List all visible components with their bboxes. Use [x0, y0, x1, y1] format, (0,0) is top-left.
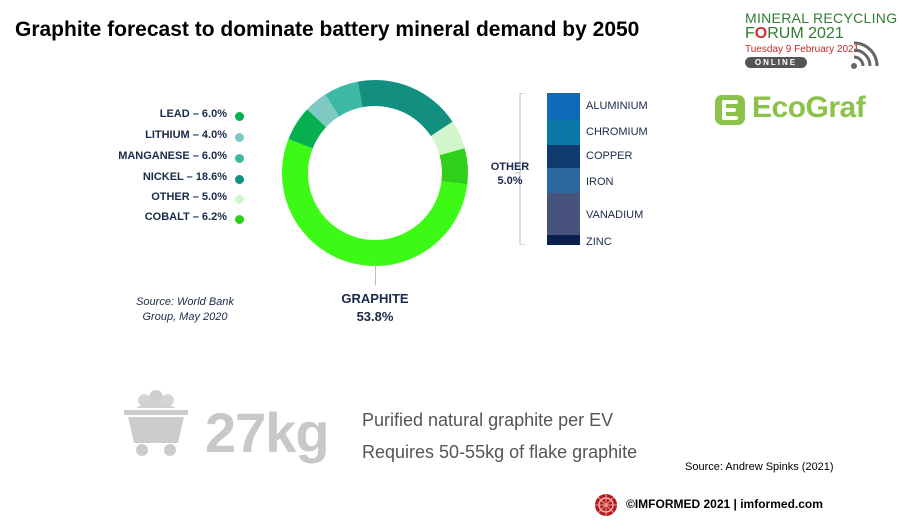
- forum-logo-rest: RUM 2021: [767, 25, 844, 42]
- fact-line1: Purified natural graphite per EV: [362, 410, 614, 430]
- legend-label-nickel: NICKEL – 18.6%: [142, 171, 227, 183]
- ecograf-leaf-icon: [715, 95, 745, 125]
- source-worldbank-line1: Source: World Bank: [136, 296, 234, 308]
- legend-dot-lithium: [235, 133, 244, 142]
- donut-chart: [282, 80, 468, 266]
- legend-dot-other: [235, 195, 244, 204]
- graphite-leader-line: [375, 263, 376, 285]
- legend-dot-lead: [235, 112, 244, 121]
- source-spinks: Source: Andrew Spinks (2021): [685, 461, 834, 473]
- other-name-aluminium: ALUMINIUM: [586, 100, 648, 112]
- other-callout-label: OTHER: [490, 161, 530, 173]
- other-callout-value: 5.0%: [497, 175, 523, 187]
- other-name-vanadium: VANADIUM: [586, 209, 644, 221]
- slice-lithium: [307, 94, 340, 128]
- legend-label-lithium: LITHIUM – 4.0%: [145, 129, 227, 141]
- legend-dot-nickel: [235, 175, 244, 184]
- other-seg-aluminium: [547, 93, 580, 120]
- fact-line2: Requires 50-55kg of flake graphite: [362, 442, 638, 462]
- other-name-zinc: ZINC: [586, 236, 612, 248]
- legend-label-other: OTHER – 5.0%: [151, 191, 227, 203]
- legend-dot-manganese: [235, 154, 244, 163]
- graphite-kg-value: 27kg: [205, 401, 330, 464]
- other-seg-copper: [547, 145, 580, 168]
- slice-cobalt: [439, 148, 468, 185]
- slice-other: [430, 121, 465, 156]
- legend-label-cobalt: COBALT – 6.2%: [144, 211, 227, 223]
- page-title: Graphite forecast to dominate battery mi…: [15, 18, 640, 41]
- graphite-callout-value: 53.8%: [356, 309, 394, 324]
- forum-logo-line1: MINERAL RECYCLING: [745, 10, 898, 26]
- slice-manganese: [325, 81, 363, 117]
- other-seg-chromium: [547, 120, 580, 145]
- wifi-signal-icon: [851, 41, 879, 69]
- other-bracket: [514, 93, 526, 245]
- footer-copyright: ©IMFORMED 2021 | imformed.com: [626, 497, 823, 511]
- other-seg-vanadium: [547, 193, 580, 235]
- legend-dot-cobalt: [235, 215, 244, 224]
- imformed-logo-icon: [595, 494, 617, 516]
- other-name-chromium: CHROMIUM: [586, 126, 648, 138]
- slice-lead: [288, 109, 327, 149]
- other-name-iron: IRON: [586, 176, 614, 188]
- other-seg-iron: [547, 168, 580, 193]
- forum-logo-f: F: [745, 25, 755, 42]
- mine-cart-icon: [124, 390, 188, 456]
- other-seg-zinc: [547, 235, 580, 245]
- slice-graphite: [282, 138, 468, 266]
- source-worldbank-line2: Group, May 2020: [142, 311, 228, 323]
- legend-label-manganese: MANGANESE – 6.0%: [118, 150, 227, 162]
- online-badge: ONLINE: [745, 57, 807, 68]
- slice-nickel: [357, 80, 453, 137]
- forum-date: Tuesday 9 February 2021: [745, 44, 860, 55]
- graphite-callout-label: GRAPHITE: [341, 291, 409, 306]
- forum-logo-line2: FORUM 2021: [745, 25, 844, 43]
- legend-label-lead: LEAD – 6.0%: [159, 108, 227, 120]
- forum-logo-o: O: [754, 25, 768, 42]
- ecograf-logo-text: EcoGraf: [752, 91, 866, 124]
- other-name-copper: COPPER: [586, 150, 633, 162]
